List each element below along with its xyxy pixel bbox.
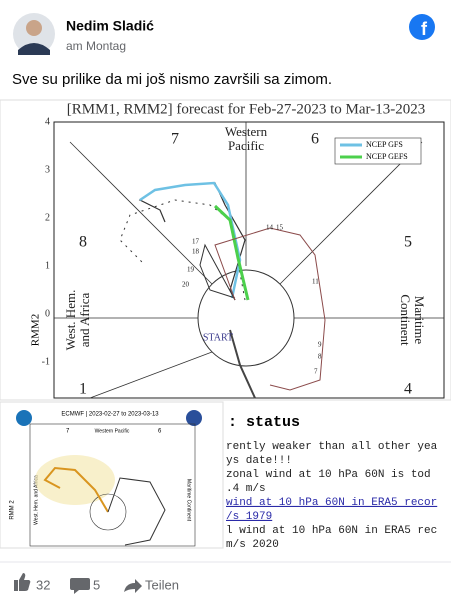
inset-region: Maritime Continent	[186, 479, 192, 522]
ecmwf-logo	[186, 410, 202, 426]
y-tick-label: 2	[45, 212, 50, 223]
status-heading: : status	[228, 414, 300, 431]
inset-region: Western Pacific	[95, 428, 130, 434]
comment-icon[interactable]	[70, 578, 90, 594]
day-label: 7	[314, 368, 318, 376]
like-icon[interactable]	[14, 573, 31, 591]
status-lines: rently weaker than all other yea ys date…	[226, 441, 438, 551]
legend	[334, 137, 422, 165]
y-tick-label: 4	[45, 116, 50, 127]
status-line: ys date!!!	[226, 455, 292, 467]
region-label: Maritime	[412, 296, 427, 345]
day-label: 9	[318, 341, 322, 349]
status-link[interactable]: wind at 10 hPa 60N in ERA5 recor	[226, 497, 437, 509]
trajectory	[229, 329, 256, 399]
status-line: m/s 2020	[226, 539, 279, 551]
region-label: West. Hem.	[63, 290, 78, 351]
start-label: START	[203, 332, 233, 343]
gefs-dots	[119, 199, 246, 301]
phase-number: 7	[171, 131, 179, 148]
day-label: 11	[312, 278, 319, 286]
status-link[interactable]: /s 1979	[226, 511, 272, 523]
inset-circle	[89, 493, 127, 531]
share-label[interactable]: Teilen	[145, 577, 179, 592]
phase-numbers: 7 6 8 5 1 4	[79, 131, 412, 398]
image-title: [RMM1, RMM2] forecast for Feb-27-2023 to…	[67, 101, 425, 117]
y-ticks: 4 3 2 1 0 -1	[42, 116, 50, 367]
timestamp[interactable]: am Montag	[66, 39, 126, 53]
avatar-body	[18, 43, 50, 55]
day-label: 19	[187, 266, 195, 274]
day-labels: 14 15 17 18 19 20 11 9 8 7	[182, 224, 322, 376]
like-count[interactable]: 32	[36, 577, 50, 592]
inset-title: ECMWF | 2023-02-27 to 2023-03-13	[61, 412, 159, 418]
unit-circle	[197, 269, 295, 367]
phase-lines	[54, 122, 444, 399]
phase-number: 8	[79, 234, 87, 251]
inset-trajectory	[107, 477, 166, 546]
region-label: Western	[225, 124, 268, 139]
divider	[279, 141, 423, 285]
share-icon[interactable]	[124, 579, 142, 593]
post-text: Sve su prilike da mi još nismo završili …	[12, 71, 332, 88]
y-tick-label: 0	[45, 308, 50, 319]
phase-number: 5	[404, 234, 412, 251]
divider	[89, 351, 213, 399]
inset-phase: 7	[66, 429, 70, 435]
trajectory	[199, 243, 236, 301]
legend-label: NCEP GEFS	[366, 152, 408, 161]
plot-frame	[53, 121, 445, 399]
day-label: 17	[192, 238, 200, 246]
region-label: and Africa	[77, 293, 92, 348]
day-label: 14	[266, 224, 274, 232]
inset-trajectory	[43, 466, 109, 513]
phase-number: 1	[79, 381, 87, 398]
status-line: rently weaker than all other yea	[226, 441, 438, 453]
y-tick-label: -1	[42, 356, 50, 367]
status-line: l wind at 10 hPa 60N in ERA5 rec	[226, 525, 437, 537]
day-label: 15	[276, 224, 284, 232]
inset-region: West. Hem. and Africa	[33, 475, 39, 525]
regions: Western Pacific West. Hem. and Africa Ma…	[63, 124, 427, 350]
comment-count[interactable]: 5	[93, 577, 100, 592]
legend-label: NCEP GFS	[366, 140, 403, 149]
y-tick-label: 1	[45, 260, 50, 271]
phase-number: 6	[311, 131, 319, 148]
inset-phase: 6	[158, 429, 162, 435]
noaa-logo	[16, 410, 32, 426]
footer: 32 5 Teilen	[14, 573, 179, 594]
author[interactable]: Nedim Sladić	[66, 18, 154, 34]
status-image[interactable]	[225, 402, 451, 548]
facebook-logo[interactable]	[409, 14, 435, 40]
trajectory	[214, 227, 326, 391]
status-line: .4 m/s	[226, 483, 266, 495]
region-label: Continent	[398, 294, 413, 346]
inset-frame	[29, 423, 196, 547]
status-line: zonal wind at 10 hPa 60N is tod	[226, 469, 431, 481]
day-label: 18	[192, 248, 200, 256]
inset-y-label: RMM 2	[10, 500, 16, 520]
phase-number: 4	[404, 381, 412, 398]
y-axis-label: RMM2	[30, 314, 42, 346]
day-label: 8	[318, 353, 322, 361]
y-tick-label: 3	[45, 164, 50, 175]
region-label: Pacific	[228, 138, 264, 153]
facebook-logo-f: f	[421, 19, 428, 39]
divider	[69, 141, 213, 285]
avatar-face	[26, 20, 42, 36]
day-label: 20	[182, 281, 190, 289]
